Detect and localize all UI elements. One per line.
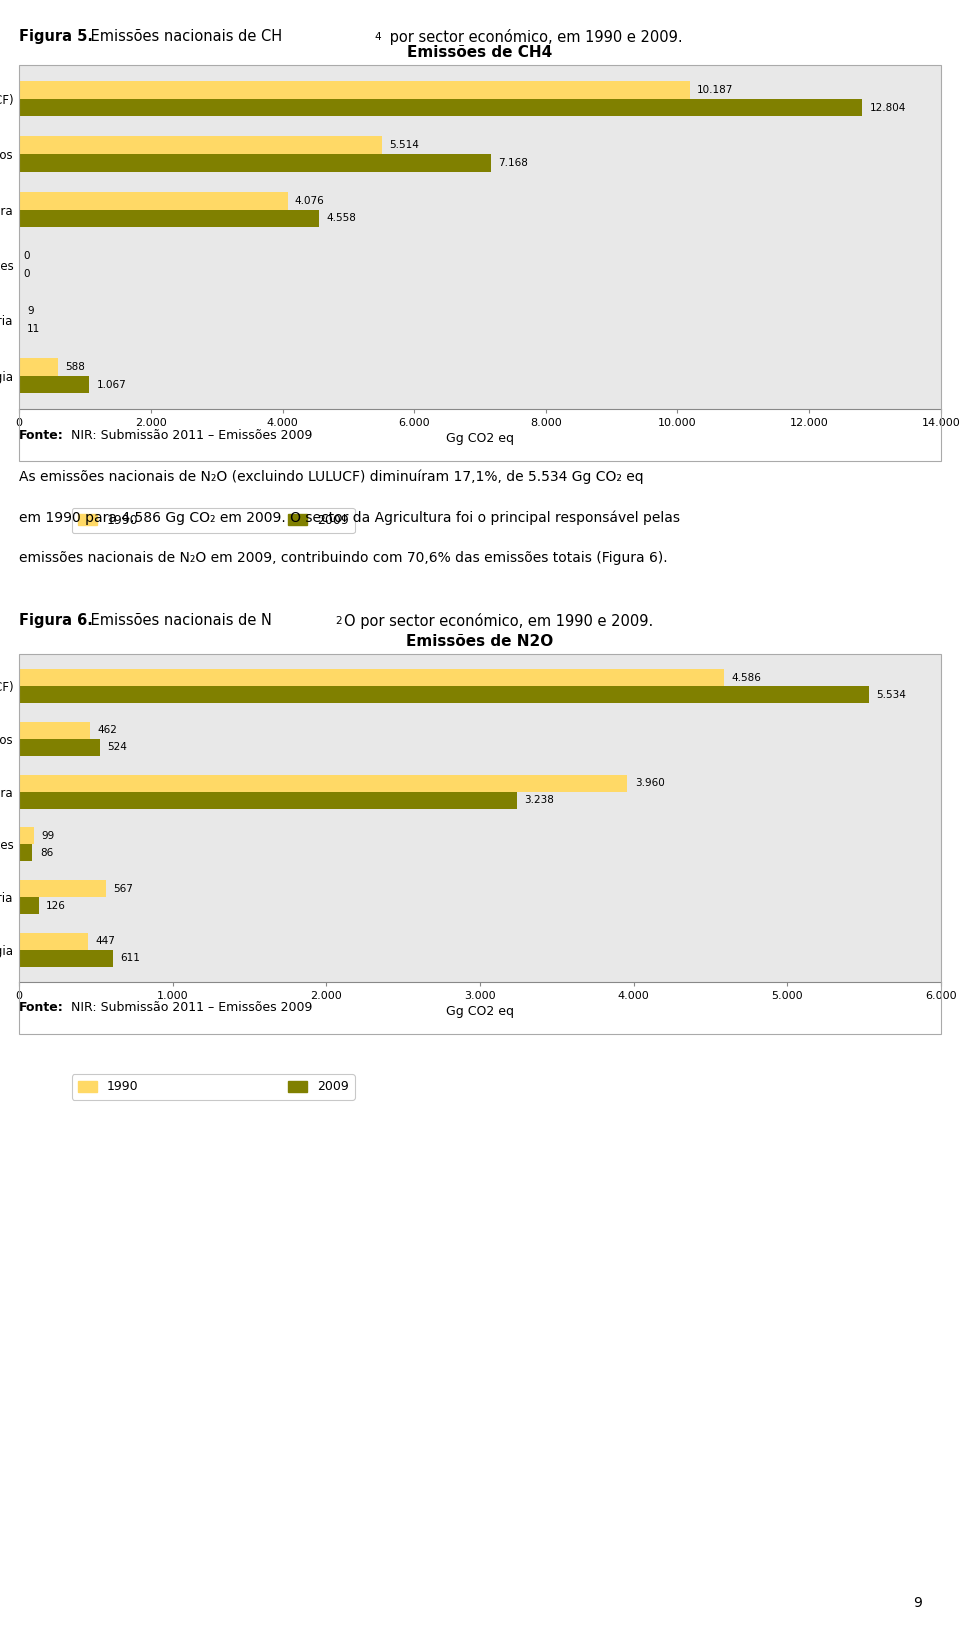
Text: Figura 5.: Figura 5. <box>19 29 93 44</box>
Text: 86: 86 <box>39 847 53 857</box>
Text: 0: 0 <box>23 268 30 278</box>
Text: 524: 524 <box>108 743 127 753</box>
Text: 7.168: 7.168 <box>498 159 528 169</box>
Text: 2: 2 <box>335 615 342 625</box>
Text: emissões nacionais de N₂O em 2009, contribuindo com 70,6% das emissões totais (F: emissões nacionais de N₂O em 2009, contr… <box>19 551 668 564</box>
Text: por sector económico, em 1990 e 2009.: por sector económico, em 1990 e 2009. <box>385 29 683 44</box>
Bar <box>19 933 88 951</box>
Text: 11: 11 <box>27 324 40 334</box>
Bar <box>19 775 628 792</box>
Bar <box>19 880 107 897</box>
X-axis label: Gg CO2 eq: Gg CO2 eq <box>446 432 514 445</box>
Text: 611: 611 <box>120 954 140 964</box>
Text: 0: 0 <box>23 250 30 262</box>
Text: 5.514: 5.514 <box>390 141 420 151</box>
Text: 3.238: 3.238 <box>524 795 554 805</box>
Text: As emissões nacionais de N₂O (excluindo LULUCF) diminuíram 17,1%, de 5.534 Gg CO: As emissões nacionais de N₂O (excluindo … <box>19 470 644 484</box>
Text: Fonte:: Fonte: <box>19 429 64 442</box>
Text: 4: 4 <box>374 31 381 43</box>
Bar <box>19 685 869 703</box>
Bar <box>19 209 320 227</box>
Text: 462: 462 <box>98 725 117 736</box>
Text: 4.586: 4.586 <box>731 672 761 682</box>
Bar <box>19 669 724 685</box>
Bar <box>19 191 287 209</box>
Text: 4.076: 4.076 <box>295 196 324 206</box>
Text: 9: 9 <box>914 1597 923 1610</box>
Text: 588: 588 <box>65 362 85 371</box>
Bar <box>19 376 89 393</box>
Text: 5.534: 5.534 <box>876 690 906 700</box>
Text: 3.960: 3.960 <box>635 779 664 789</box>
Text: 4.558: 4.558 <box>326 213 356 224</box>
Bar <box>19 897 38 915</box>
Text: 447: 447 <box>95 936 115 946</box>
Text: O por sector económico, em 1990 e 2009.: O por sector económico, em 1990 e 2009. <box>344 614 653 628</box>
Text: Fonte:: Fonte: <box>19 1001 64 1014</box>
Text: 1.067: 1.067 <box>97 380 127 389</box>
Bar <box>19 792 516 808</box>
Bar <box>19 739 100 756</box>
Text: Emissões nacionais de CH: Emissões nacionais de CH <box>86 29 282 44</box>
Text: 12.804: 12.804 <box>870 103 906 113</box>
Text: 9: 9 <box>27 306 34 316</box>
Bar <box>19 154 492 172</box>
Legend: 1990, 2009: 1990, 2009 <box>72 1075 355 1099</box>
Title: Emissões de N2O: Emissões de N2O <box>406 635 554 649</box>
Bar <box>19 358 58 376</box>
Text: 567: 567 <box>113 883 133 893</box>
Bar <box>19 721 90 739</box>
Text: NIR: Submissão 2011 – Emissões 2009: NIR: Submissão 2011 – Emissões 2009 <box>67 429 313 442</box>
Bar <box>19 828 35 844</box>
Text: Emissões nacionais de N: Emissões nacionais de N <box>86 614 273 628</box>
Legend: 1990, 2009: 1990, 2009 <box>72 507 355 533</box>
Text: em 1990 para 4.586 Gg CO₂ em 2009. O sector da Agricultura foi o principal respo: em 1990 para 4.586 Gg CO₂ em 2009. O sec… <box>19 510 681 525</box>
Bar <box>19 82 690 98</box>
Text: 10.187: 10.187 <box>697 85 733 95</box>
Bar <box>19 844 33 861</box>
Text: 99: 99 <box>42 831 55 841</box>
Bar <box>19 98 862 116</box>
Text: Figura 6.: Figura 6. <box>19 614 93 628</box>
Bar <box>19 951 113 967</box>
X-axis label: Gg CO2 eq: Gg CO2 eq <box>446 1005 514 1018</box>
Title: Emissões de CH4: Emissões de CH4 <box>407 46 553 61</box>
Bar <box>19 136 382 154</box>
Text: NIR: Submissão 2011 – Emissões 2009: NIR: Submissão 2011 – Emissões 2009 <box>67 1001 313 1014</box>
Text: 126: 126 <box>46 900 66 911</box>
